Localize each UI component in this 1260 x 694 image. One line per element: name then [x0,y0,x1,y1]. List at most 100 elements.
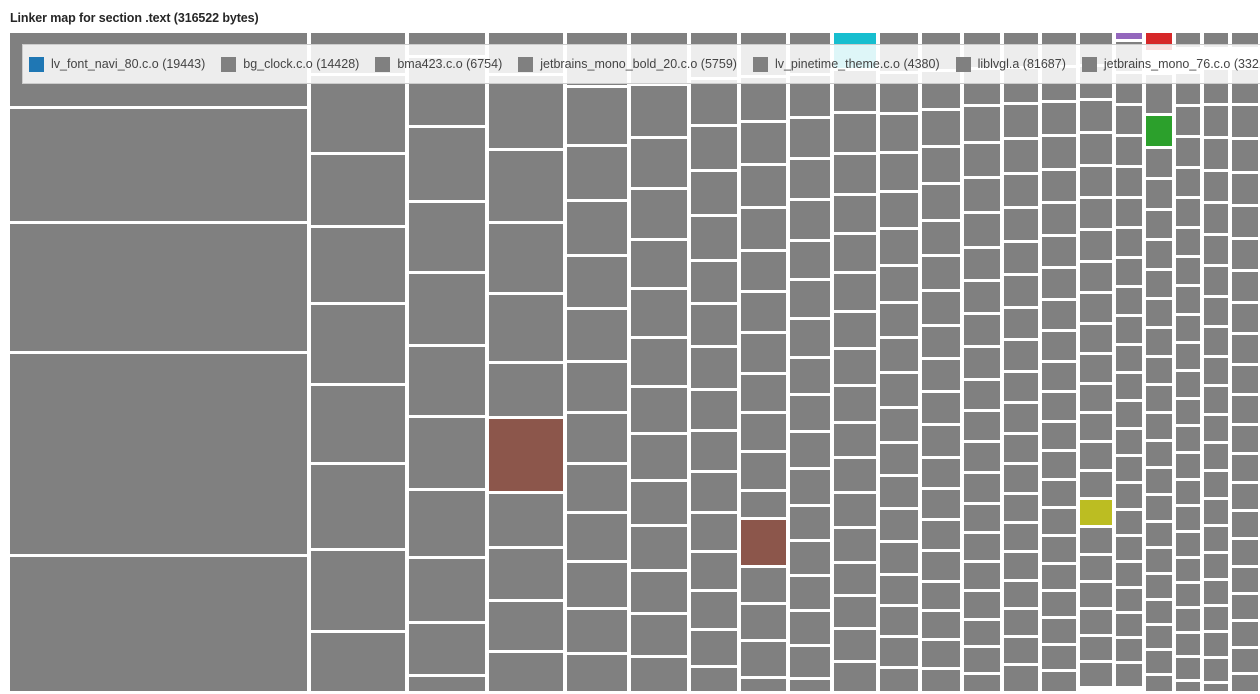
treemap-tile[interactable] [1004,666,1038,691]
treemap-tile[interactable] [1176,533,1200,556]
treemap-tile[interactable] [1232,484,1258,509]
treemap-tile[interactable] [631,482,687,524]
treemap-tile[interactable] [790,320,830,356]
treemap-tile[interactable] [1232,304,1258,332]
treemap-tile[interactable] [567,147,627,199]
treemap-tile[interactable] [1204,472,1228,497]
treemap-tile[interactable] [1146,469,1172,493]
treemap-tile[interactable] [1042,171,1076,201]
treemap-tile[interactable] [880,576,918,604]
treemap-tile[interactable] [1116,457,1142,481]
treemap-tile[interactable] [1204,236,1228,264]
treemap-tile[interactable] [922,426,960,456]
treemap-tile[interactable] [691,262,737,302]
treemap-tile[interactable] [1080,500,1112,525]
treemap-tile[interactable] [922,327,960,357]
treemap-tile[interactable] [489,419,563,491]
treemap-tile[interactable] [1042,269,1076,298]
treemap-tile[interactable] [790,507,830,539]
treemap-tile[interactable] [790,160,830,198]
treemap-tile[interactable] [1042,452,1076,478]
treemap-tile[interactable] [1146,329,1172,355]
treemap-tile[interactable] [1116,614,1142,636]
treemap-tile[interactable] [922,222,960,254]
treemap-tile[interactable] [1204,267,1228,295]
treemap-tile[interactable] [489,364,563,416]
treemap-tile[interactable] [489,549,563,599]
treemap-tile[interactable] [1116,589,1142,611]
treemap-tile[interactable] [631,290,687,336]
treemap-tile[interactable] [1232,512,1258,537]
treemap-tile[interactable] [922,641,960,667]
treemap-tile[interactable] [1116,259,1142,285]
treemap-tile[interactable] [790,612,830,644]
treemap-tile[interactable] [691,473,737,511]
treemap-tile[interactable] [1116,33,1142,39]
treemap-tile[interactable] [880,267,918,301]
treemap-tile[interactable] [567,514,627,560]
treemap-tile[interactable] [1080,134,1112,164]
treemap-tile[interactable] [1232,335,1258,363]
treemap-tile[interactable] [1232,140,1258,171]
treemap-tile[interactable] [790,542,830,574]
chart-legend[interactable]: lv_font_navi_80.c.o (19443) bg_clock.c.o … [22,44,1260,84]
treemap-tile[interactable] [1204,633,1228,656]
treemap-tile[interactable] [880,543,918,573]
treemap-tile[interactable] [1146,414,1172,439]
treemap-tile[interactable] [1176,454,1200,478]
treemap-tile[interactable] [631,388,687,432]
treemap-tile[interactable] [1116,199,1142,226]
treemap-tile[interactable] [880,477,918,507]
treemap-tile[interactable] [1080,443,1112,469]
treemap-tile[interactable] [790,119,830,157]
treemap-tile[interactable] [880,339,918,371]
treemap-tile[interactable] [691,172,737,214]
treemap-tile[interactable] [1204,500,1228,524]
treemap-tile[interactable] [489,295,563,361]
treemap-tile[interactable] [489,653,563,691]
treemap-tile[interactable] [1146,386,1172,411]
treemap-tile[interactable] [1204,416,1228,441]
treemap-tile[interactable] [1176,372,1200,397]
legend-entry[interactable]: lv_font_navi_80.c.o (19443) [29,56,221,72]
treemap-tile[interactable] [1232,272,1258,301]
treemap-tile[interactable] [1042,509,1076,534]
treemap-tile[interactable] [964,474,1000,502]
treemap-tile[interactable] [1116,288,1142,314]
treemap-tile[interactable] [790,201,830,239]
treemap-tile[interactable] [922,257,960,289]
treemap-tile[interactable] [964,381,1000,409]
treemap-tile[interactable] [1204,387,1228,413]
treemap-tile[interactable] [1204,581,1228,604]
treemap-tile[interactable] [631,139,687,187]
treemap-tile[interactable] [964,249,1000,279]
treemap-tile[interactable] [1146,241,1172,268]
treemap-tile[interactable] [1232,426,1258,452]
treemap-tile[interactable] [922,292,960,324]
treemap-tile[interactable] [1080,294,1112,322]
treemap-tile[interactable] [1176,138,1200,166]
treemap-tile[interactable] [489,76,563,148]
treemap-tile[interactable] [1232,396,1258,423]
treemap-tile[interactable] [409,347,485,415]
treemap-tile[interactable] [834,196,876,232]
treemap-tile[interactable] [790,359,830,393]
treemap-tile[interactable] [1146,626,1172,648]
treemap-tile[interactable] [1146,676,1172,691]
treemap-tile[interactable] [409,491,485,556]
treemap-tile[interactable] [922,393,960,423]
treemap-tile[interactable] [1042,137,1076,168]
treemap-tile[interactable] [1176,287,1200,313]
treemap-tile[interactable] [1004,553,1038,579]
treemap-tile[interactable] [1080,610,1112,634]
treemap-tile[interactable] [1004,465,1038,492]
treemap-tile[interactable] [964,443,1000,471]
treemap-tile[interactable] [1204,204,1228,233]
legend-entry[interactable]: jetbrains_mono_76.c.o (3321) [1081,56,1260,72]
treemap-tile[interactable] [1004,175,1038,206]
treemap-tile[interactable] [834,274,876,310]
treemap-tile[interactable] [567,363,627,411]
treemap-tile[interactable] [631,527,687,569]
treemap-tile[interactable] [741,453,786,489]
treemap-tile[interactable] [790,396,830,430]
